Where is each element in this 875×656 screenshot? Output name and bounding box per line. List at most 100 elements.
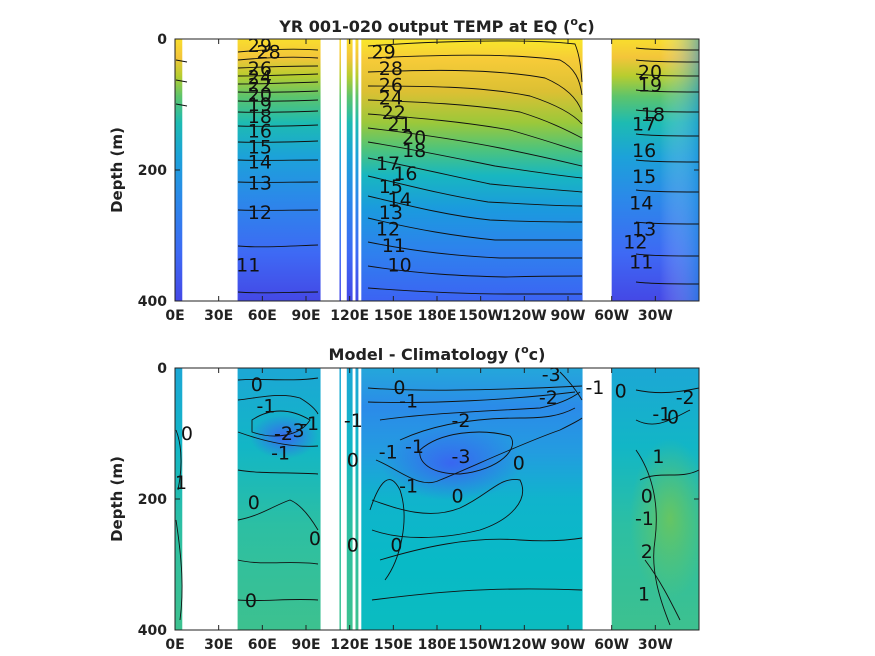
ocean-segment [339,368,341,630]
contour-label: 0 [513,453,525,475]
contour-label: -1 [300,413,319,435]
ocean-segment-shade [611,39,699,301]
temp-contour-lines [175,40,699,295]
contour-label: -3 [286,420,305,442]
contour-label: 0 [452,485,464,507]
temp-panel-title: YR 001-020 output TEMP at EQ (oc) [278,15,594,36]
contour-label: -2 [274,423,293,445]
contour-label: 28 [257,42,281,64]
contour-label: 19 [248,94,272,116]
x-tick-label: 150E [374,637,413,653]
anomaly-panel: Model - Climatology (oc) [108,343,700,653]
x-tick-label: 0E [165,637,184,653]
ocean-segment [355,39,359,301]
x-tick-label: 60E [248,637,277,653]
contour-label: 0 [347,449,359,471]
contour-label: 24 [379,88,403,110]
x-tick-label: 120E [330,308,369,324]
contour-label: -2 [452,410,471,432]
contour-label: 16 [632,140,656,162]
y-tick-label: 0 [157,32,167,48]
x-tick-label: 120W [502,308,547,324]
y-tick-label: 200 [138,163,167,179]
contour-label: -1 [379,441,398,463]
contour-label: -3 [452,446,471,468]
x-tick-label: 180E [418,637,457,653]
x-tick-label: 30W [638,637,673,653]
contour-label: 0 [248,492,260,514]
contour-label: 26 [379,74,403,96]
contour-label: -2 [539,387,558,409]
x-tick-label: 30W [638,308,673,324]
contour-label: 15 [632,166,656,188]
contour-label: 19 [638,74,662,96]
contour-label: -2 [676,387,695,409]
ocean-segment [355,368,359,630]
x-tick-label: 60E [248,308,277,324]
temp-y-axis-label: Depth (m) [108,127,126,213]
anomaly-contour-lines [175,371,699,626]
contour-label: 18 [641,104,665,126]
y-tick-label: 200 [138,492,167,508]
contour-label: -1 [399,475,418,497]
contour-label: -1 [635,508,654,530]
contour-label: 14 [388,189,412,211]
contour-label: 28 [379,58,403,80]
ocean-segment [346,368,353,630]
contour-label: 0 [667,407,679,429]
y-tick-label: 400 [138,623,167,639]
temp-ocean-fill [175,39,699,301]
contour-label: -3 [542,364,561,386]
contour-label: 1 [175,472,187,494]
contour-label: 16 [248,120,272,142]
contour-label: 0 [245,590,257,612]
ocean-segment [346,39,353,301]
contour-label: 1 [638,584,650,606]
y-tick-label: 400 [138,294,167,310]
contour-label: 1 [652,446,664,468]
contour-label: 12 [623,232,647,254]
contour-label: 12 [248,202,272,224]
ocean-segment [361,39,583,301]
contour-label: 10 [388,255,412,277]
x-tick-label: 150E [374,308,413,324]
x-tick-label: 60W [594,637,629,653]
contour-label: 22 [248,74,272,96]
x-tick-label: 30E [204,637,233,653]
contour-label: 11 [382,235,406,257]
contour-label: 17 [376,153,400,175]
contour-label: 18 [248,106,272,128]
cold-anomaly-core [381,424,522,501]
y-tick-label: 0 [157,361,167,377]
ocean-segment [237,368,321,630]
contour-label: 0 [181,423,193,445]
x-tick-label: 90E [291,308,320,324]
contour-label: 14 [629,192,653,214]
contour-label: 24 [248,67,272,89]
contour-label: 11 [236,255,260,277]
x-tick-label: 60W [594,308,629,324]
contour-label: 14 [248,152,272,174]
contour-label: 29 [372,42,396,64]
contour-label: 0 [347,534,359,556]
contour-label: 29 [248,35,272,57]
contour-label: 11 [629,251,653,273]
contour-label: 15 [248,137,272,159]
temp-field: 2928262422201918161514131211292826242221… [175,35,699,301]
contour-label: -1 [399,390,418,412]
x-tick-label: 150W [458,637,503,653]
contour-label: 0 [309,528,321,550]
contour-label: 0 [251,374,263,396]
x-tick-label: 150W [458,308,503,324]
anomaly-panel-title: Model - Climatology (oc) [329,343,546,364]
x-tick-label: 180E [418,308,457,324]
x-tick-label: 30E [204,308,233,324]
contour-label: 0 [393,377,405,399]
contour-label: 17 [632,114,656,136]
cold-anomaly-core [250,414,319,459]
contour-label: -1 [257,396,276,418]
contour-label: 0 [641,485,653,507]
